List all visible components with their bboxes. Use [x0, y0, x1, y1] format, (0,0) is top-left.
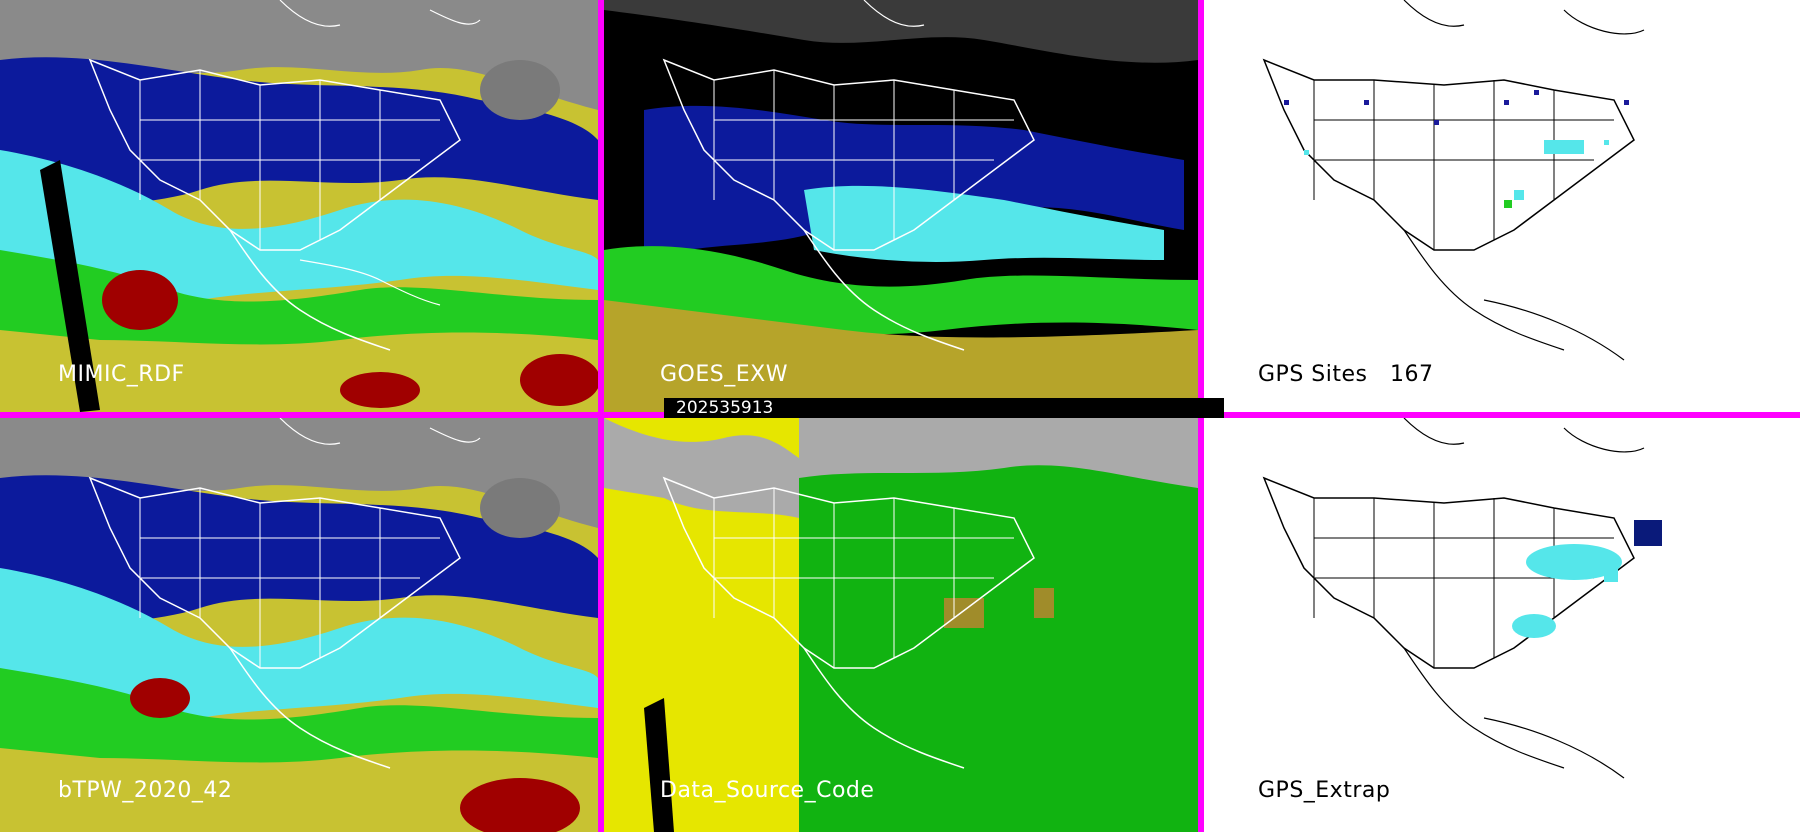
tpw-map-goes-exw — [604, 0, 1198, 412]
data-source-code-map — [604, 418, 1198, 832]
map-panel-mimic-rdf: MIMIC_RDF — [0, 0, 598, 412]
tpw-map-mimic-rdf — [0, 0, 598, 412]
panel-label: GPS Sites 167 — [1258, 362, 1434, 387]
map-panel-gps-sites: GPS Sites 167 — [1204, 0, 1800, 412]
panel-label: GOES_EXW — [660, 362, 788, 387]
map-panel-goes-exw: GOES_EXW — [604, 0, 1198, 412]
panel-label: GPS_Extrap — [1258, 778, 1391, 803]
map-panel-data-source-code: Data_Source_Code — [604, 418, 1198, 832]
panel-label: MIMIC_RDF — [58, 362, 185, 387]
tpw-map-btpw — [0, 418, 598, 832]
map-panel-gps-extrap: GPS_Extrap — [1204, 418, 1800, 832]
gps-sites-map — [1204, 0, 1800, 412]
timestamp-bar: 202535913 — [664, 398, 1224, 418]
panel-label: bTPW_2020_42 — [58, 778, 233, 803]
panel-label: Data_Source_Code — [660, 778, 875, 803]
map-panel-btpw: bTPW_2020_42 — [0, 418, 598, 832]
gps-extrap-map — [1204, 418, 1800, 832]
